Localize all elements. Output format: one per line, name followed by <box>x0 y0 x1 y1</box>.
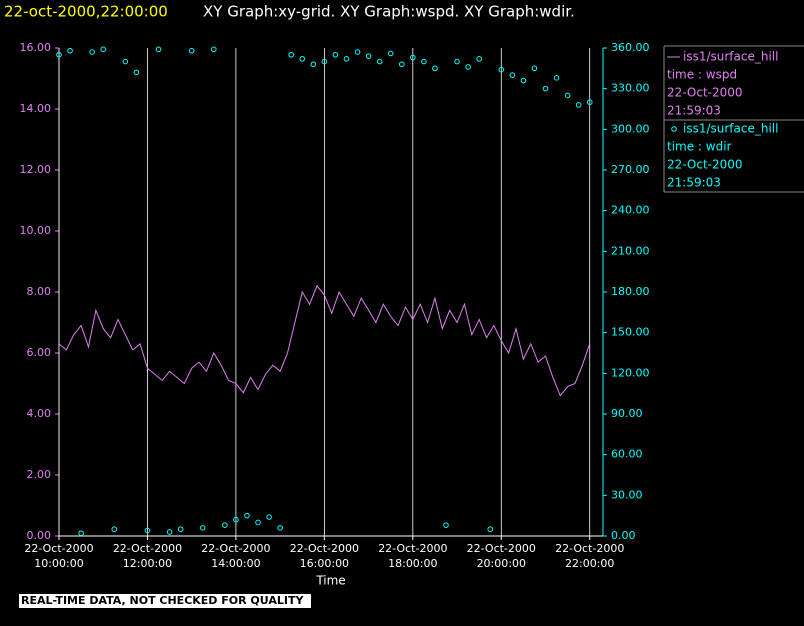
wdir-point <box>387 50 394 57</box>
x-tick-label: 22-Oct-2000 20:00:00 <box>467 542 536 570</box>
wdir-point <box>343 56 350 62</box>
x-tick-label: 22-Oct-2000 12:00:00 <box>113 542 182 570</box>
y2-tick-label: 60.00 <box>611 448 643 461</box>
wdir-point <box>421 58 427 65</box>
wdir-point <box>166 529 173 535</box>
wdir-point <box>244 512 250 519</box>
wdir-point <box>575 102 582 108</box>
x-tick-label: 22-Oct-2000 22:00:00 <box>555 542 624 570</box>
y-tick-label: 14.00 <box>20 102 52 115</box>
note: REAL-TIME DATA, NOT CHECKED FOR QUALITY <box>21 594 304 607</box>
y-tick-label: 2.00 <box>27 468 52 481</box>
y2-tick-label: 30.00 <box>611 488 643 501</box>
wdir-point <box>376 58 383 65</box>
wdir-point <box>498 66 505 73</box>
wdir-point <box>144 527 151 534</box>
wdir-point <box>56 51 62 58</box>
wdir-point <box>266 514 272 520</box>
y2-tick-label: 90.00 <box>611 407 643 420</box>
wdir-point <box>454 58 460 65</box>
x-tick-label: 22-Oct-2000 14:00:00 <box>201 542 270 570</box>
y2-tick-label: 0.00 <box>611 529 636 542</box>
y-tick-label: 12.00 <box>20 163 52 176</box>
chart-title: 22-oct-2000,22:00:00 <box>4 3 168 21</box>
wdir-point <box>188 47 195 54</box>
wdir-point <box>531 65 538 72</box>
y-tick-label: 8.00 <box>27 285 52 298</box>
chart-subtitle: XY Graph:xy-grid. XY Graph:wspd. XY Grap… <box>203 3 575 21</box>
wdir-point <box>398 61 405 68</box>
wdir-point <box>233 516 239 523</box>
wdir-point <box>564 92 571 99</box>
wdir-point <box>122 58 129 65</box>
y2-tick-label: 270.00 <box>611 163 650 176</box>
wdir-point <box>255 519 261 526</box>
wdir-point <box>365 53 372 59</box>
note-box <box>19 594 311 608</box>
legend-time: 21:59:03 <box>667 104 721 118</box>
x-axis-label: Time <box>315 574 345 588</box>
y-tick-label: 0.00 <box>27 529 52 542</box>
y2-tick-label: 330.00 <box>611 82 650 95</box>
wdir-point <box>222 522 228 528</box>
wdir-point <box>133 69 140 76</box>
wdir-point <box>476 56 482 62</box>
y-tick-label: 16.00 <box>20 41 52 54</box>
wdir-point <box>310 61 317 68</box>
wdir-point <box>586 99 593 106</box>
wdir-point <box>100 46 107 53</box>
legend-label: time : wspd <box>667 68 737 82</box>
legend-time: 21:59:03 <box>667 176 721 190</box>
wdir-point <box>177 526 184 533</box>
wdir-point <box>78 530 84 537</box>
y2-tick-label: 210.00 <box>611 244 650 257</box>
x-tick-label: 22-Oct-2000 10:00:00 <box>24 542 93 570</box>
legend-label: time : wdir <box>667 140 732 154</box>
wdir-point <box>542 85 549 92</box>
y2-tick-label: 360.00 <box>611 41 650 54</box>
wdir-point <box>199 525 206 531</box>
y2-tick-label: 300.00 <box>611 122 650 135</box>
wdir-point <box>210 46 217 53</box>
wdir-point <box>432 65 438 72</box>
wdir-point <box>321 58 328 65</box>
wdir-point <box>443 522 449 528</box>
wdir-point <box>410 54 416 61</box>
wdir-point <box>277 525 283 531</box>
legend-name: iss1/surface_hill <box>683 50 778 64</box>
x-tick-label: 22-Oct-2000 18:00:00 <box>378 542 447 570</box>
wdir-point <box>354 49 361 55</box>
wdir-point <box>520 77 527 84</box>
y-tick-label: 4.00 <box>27 407 52 420</box>
wdir-point <box>299 56 306 62</box>
wdir-point <box>465 64 471 70</box>
y-tick-label: 10.00 <box>20 224 52 237</box>
y2-tick-label: 180.00 <box>611 285 650 298</box>
x-tick-label: 22-Oct-2000 16:00:00 <box>290 542 359 570</box>
wdir-point <box>509 72 516 78</box>
wdir-point <box>111 526 118 533</box>
legend-name: iss1/surface_hill <box>683 122 778 136</box>
wdir-point <box>332 51 339 58</box>
legend-date: 22-Oct-2000 <box>667 86 743 100</box>
y2-tick-label: 120.00 <box>611 366 650 379</box>
y2-tick-label: 240.00 <box>611 204 650 217</box>
wspd-line <box>58 284 591 397</box>
wdir-point <box>67 47 73 54</box>
legend-date: 22-Oct-2000 <box>667 158 743 172</box>
wdir-point <box>155 46 162 53</box>
wdir-point <box>288 51 294 58</box>
y2-tick-label: 150.00 <box>611 326 650 339</box>
wdir-point <box>553 75 560 81</box>
wdir-point <box>487 526 494 533</box>
y-tick-label: 6.00 <box>27 346 52 359</box>
wdir-point <box>89 49 95 55</box>
legend-marker <box>671 126 677 132</box>
